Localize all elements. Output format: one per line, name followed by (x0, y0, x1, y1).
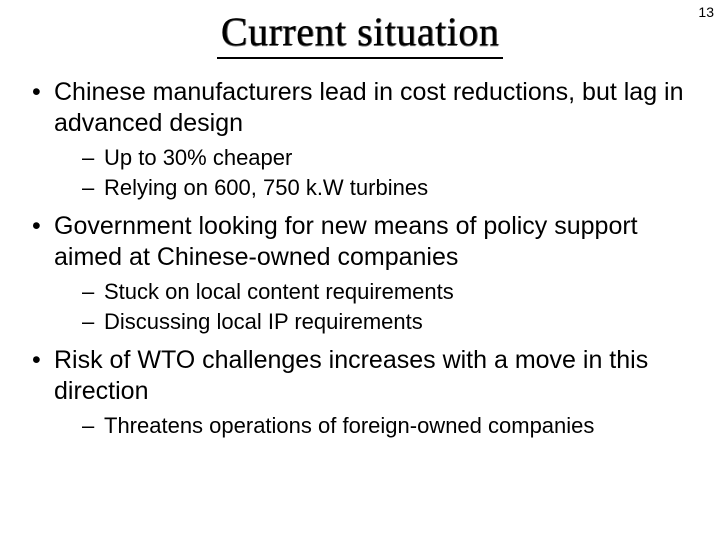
list-item: Discussing local IP requirements (82, 308, 692, 336)
sub-list: Up to 30% cheaper Relying on 600, 750 k.… (54, 144, 692, 201)
sub-bullet-text: Discussing local IP requirements (104, 309, 423, 334)
title-container: Current situation (0, 0, 720, 59)
bullet-text: Risk of WTO challenges increases with a … (54, 346, 648, 405)
list-item: Chinese manufacturers lead in cost reduc… (28, 77, 692, 201)
sub-bullet-text: Relying on 600, 750 k.W turbines (104, 175, 428, 200)
bullet-text: Government looking for new means of poli… (54, 212, 638, 271)
sub-bullet-text: Stuck on local content requirements (104, 279, 454, 304)
list-item: Relying on 600, 750 k.W turbines (82, 174, 692, 202)
bullet-text: Chinese manufacturers lead in cost reduc… (54, 78, 684, 137)
bullet-list: Chinese manufacturers lead in cost reduc… (28, 77, 692, 440)
slide-body: Chinese manufacturers lead in cost reduc… (0, 59, 720, 440)
list-item: Government looking for new means of poli… (28, 211, 692, 335)
list-item: Up to 30% cheaper (82, 144, 692, 172)
sub-bullet-text: Up to 30% cheaper (104, 145, 292, 170)
list-item: Stuck on local content requirements (82, 278, 692, 306)
list-item: Risk of WTO challenges increases with a … (28, 345, 692, 440)
page-number: 13 (698, 4, 714, 20)
sub-list: Threatens operations of foreign-owned co… (54, 412, 692, 440)
list-item: Threatens operations of foreign-owned co… (82, 412, 692, 440)
sub-bullet-text: Threatens operations of foreign-owned co… (104, 413, 594, 438)
slide-title: Current situation (217, 8, 503, 59)
sub-list: Stuck on local content requirements Disc… (54, 278, 692, 335)
